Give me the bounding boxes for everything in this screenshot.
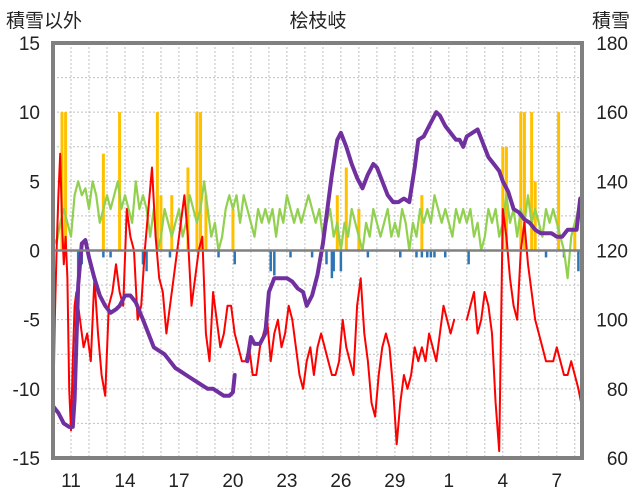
negative_change-bar <box>330 250 334 279</box>
x-tick-label: 29 <box>384 471 405 492</box>
negative_change-bar <box>420 250 424 258</box>
snow_depth-line <box>245 110 583 364</box>
right-tick-label: 80 <box>607 380 628 401</box>
x-tick-label: 23 <box>276 471 297 492</box>
left-tick-label: 0 <box>29 242 40 263</box>
right-tick-label: 60 <box>607 449 628 470</box>
negative_change-bar <box>325 250 328 265</box>
snowfall-bar <box>533 181 537 251</box>
negative_change-bar <box>577 250 580 272</box>
x-tick-label: 7 <box>552 471 563 492</box>
snowfall-bar <box>159 195 163 251</box>
negative_change-bar <box>429 250 433 258</box>
negative_change-bar <box>109 250 112 258</box>
left-axis-label: 積雪以外 <box>6 10 82 32</box>
negative_change-bar <box>168 250 172 258</box>
negative_change-bar <box>444 250 447 258</box>
snowfall-bar <box>64 112 68 251</box>
x-tick-label: 14 <box>114 471 136 492</box>
snowfall-bar <box>501 146 505 251</box>
right-tick-label: 100 <box>596 311 628 332</box>
snow_depth-line <box>51 238 237 429</box>
left-tick-label: 5 <box>29 172 40 193</box>
negative_change-bar <box>366 250 370 258</box>
right-tick-label: 160 <box>596 103 628 124</box>
chart-title: 桧枝岐 <box>289 10 346 32</box>
left-tick-label: -10 <box>13 380 40 401</box>
negative_change-bar <box>289 250 292 258</box>
snowfall-bar <box>420 195 424 251</box>
snowfall-bar <box>530 112 534 251</box>
right-tick-label: 120 <box>596 242 628 263</box>
negative_change-bar <box>339 250 343 272</box>
negative_change-bar <box>217 250 220 258</box>
snowfall-bar <box>101 153 105 251</box>
right-tick-label: 180 <box>596 34 628 55</box>
snowfall-bar <box>118 112 122 251</box>
x-tick-label: 20 <box>222 471 243 492</box>
negative_change-bar <box>544 250 548 258</box>
negative_change-bar <box>102 250 105 258</box>
snowfall-bar <box>199 112 203 251</box>
negative_change-bar <box>399 250 402 258</box>
max_temp-line <box>465 208 583 453</box>
negative_change-bar <box>233 250 236 265</box>
min_temp-line <box>51 180 583 280</box>
snowfall-bar <box>204 195 208 251</box>
negative_change-bar <box>269 250 272 272</box>
x-tick-label: 17 <box>168 471 189 492</box>
negative_change-bar <box>426 250 429 258</box>
series-lines <box>51 110 583 453</box>
x-tick-label: 1 <box>444 471 455 492</box>
snowfall-bar <box>357 209 361 251</box>
negative_change-bar <box>433 250 436 258</box>
left-tick-label: -5 <box>23 311 40 332</box>
negative_change-bar <box>332 250 335 272</box>
snowfall-bar <box>170 195 174 251</box>
left-tick-label: -15 <box>13 449 40 470</box>
right-axis-label: 積雪 <box>592 10 630 32</box>
negative_change-bar <box>141 250 145 265</box>
snowfall-bar <box>519 112 523 251</box>
negative_change-bar <box>145 250 148 272</box>
negative_change-bar <box>415 250 418 258</box>
snowfall-bar <box>344 167 348 251</box>
negative_change-bar <box>273 250 276 276</box>
max_temp-line <box>52 152 456 446</box>
negative_change-bar <box>310 250 314 258</box>
snowfall-bar <box>573 229 577 251</box>
snowfall-bar <box>557 112 561 251</box>
snowfall-bar <box>155 112 159 251</box>
x-tick-label: 26 <box>330 471 351 492</box>
left-tick-label: 15 <box>19 34 40 55</box>
x-tick-label: 11 <box>61 471 81 492</box>
snowfall-bar <box>522 112 526 251</box>
left-tick-label: 10 <box>19 103 40 124</box>
right-tick-label: 140 <box>596 172 628 193</box>
plot-frame <box>51 41 584 460</box>
snowfall-bar <box>231 209 235 251</box>
snowfall-bar <box>60 112 64 251</box>
snowfall-bar <box>195 112 199 251</box>
negative_change-bar <box>467 250 470 265</box>
x-tick-label: 4 <box>498 471 509 492</box>
